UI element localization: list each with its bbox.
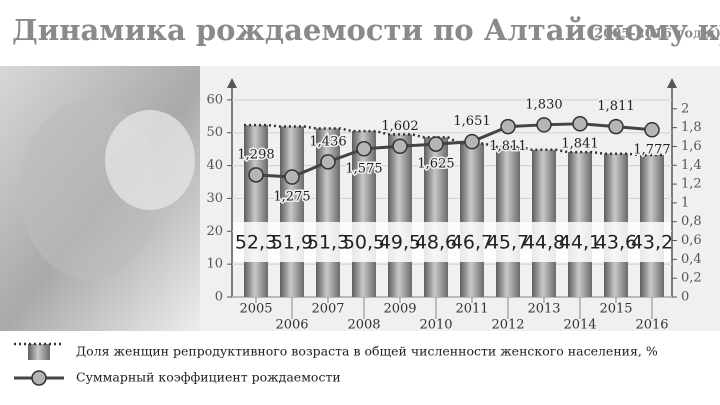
y2-tick-label: 0,4 [681,252,702,267]
x-tick-label: 2006 [275,318,308,333]
bar [496,146,520,297]
line-point [392,138,408,155]
line-point [356,141,372,157]
y2-tick-label: 0,6 [681,233,702,248]
bar-value-label: 43,2 [631,232,673,254]
bar [460,143,484,297]
y-tick-label: 20 [206,224,223,239]
x-tick-label: 2012 [491,318,524,333]
chart-title: Динамика рождаемости по Алтайскому краю [12,13,720,47]
line-value-label: 1,841 [561,136,598,151]
bar [388,134,412,297]
line-value-label: 1,777 [633,142,670,157]
line-value-label: 1,602 [381,119,418,134]
bar-value-label: 52,3 [235,232,277,254]
bar-value-label: 51,3 [307,232,349,254]
line-point [500,118,516,135]
trend-line [244,123,664,157]
photo-figure [105,110,195,210]
line-value-label: 1,811 [597,99,634,114]
x-tick-label: 2007 [311,302,344,317]
value-label-band [233,222,671,262]
line-point [428,136,444,152]
line-value-label: 1,575 [345,161,382,176]
line-point [464,133,480,150]
y2-tick-label: 0,8 [681,214,702,229]
y2-tick-label: 1,6 [681,139,702,154]
y-tick-label: 30 [206,191,223,206]
y-tick-label: 60 [206,92,223,107]
x-tick-label: 2010 [419,318,452,333]
line-point [248,167,264,183]
bar-value-label: 44,8 [523,232,565,254]
y2-tick-label: 0,2 [681,271,702,286]
y2-tick-label: 1 [681,195,689,210]
bar [244,125,268,298]
line-point [284,169,300,185]
line-value-label: 1,298 [237,147,274,162]
y-tick-label: 0 [215,290,223,305]
line-value-label: 1,830 [525,97,562,112]
bar [352,131,376,297]
bar [424,137,448,297]
y-tick-label: 10 [206,257,223,272]
line-value-label: 1,625 [417,157,454,172]
y2-tick-label: 0 [681,290,689,305]
bar [316,128,340,297]
line-point [608,118,624,135]
bar-value-label: 46,7 [451,232,493,254]
line-value-label: 1,651 [453,114,490,129]
y-axis-arrow [227,78,237,88]
line-value-label: 1,275 [273,190,310,205]
y2-tick-label: 1,2 [681,177,702,192]
bar-value-label: 51,9 [271,232,313,254]
legend-marker [31,370,47,386]
legend-swatch [28,344,50,360]
x-tick-label: 2008 [347,318,380,333]
chart-subtitle: (2005-2016 годы) [588,27,720,42]
bar-value-label: 48,6 [415,232,457,254]
y-tick-label: 50 [206,125,223,140]
x-tick-label: 2005 [239,302,272,317]
x-tick-label: 2014 [563,318,596,333]
bar-value-label: 45,7 [487,232,529,254]
x-tick-label: 2009 [383,302,416,317]
line-point [644,122,660,138]
y2-tick-label: 1,8 [681,120,702,135]
bar-value-label: 43,6 [595,232,637,254]
y2-axis-arrow [667,78,677,88]
y2-tick-label: 2 [681,101,689,116]
legend-label: Суммарный коэффициент рождаемости [76,370,341,385]
x-tick-label: 2016 [635,318,668,333]
x-tick-label: 2015 [599,302,632,317]
line-point [572,116,588,132]
line-value-label: 1,436 [309,134,346,149]
line-point [320,154,336,170]
legend-label: Доля женщин репродуктивного возраста в о… [76,344,658,359]
line-point [536,117,552,133]
y-tick-label: 40 [206,158,223,173]
line-value-label: 1,811 [489,139,526,154]
bar-value-label: 49,5 [379,232,421,254]
y2-tick-label: 1,4 [681,158,702,173]
bar [280,126,304,297]
x-tick-label: 2011 [455,302,488,317]
bar-value-label: 44,1 [559,232,601,254]
bar-value-label: 50,5 [343,232,385,254]
x-tick-label: 2013 [527,302,560,317]
